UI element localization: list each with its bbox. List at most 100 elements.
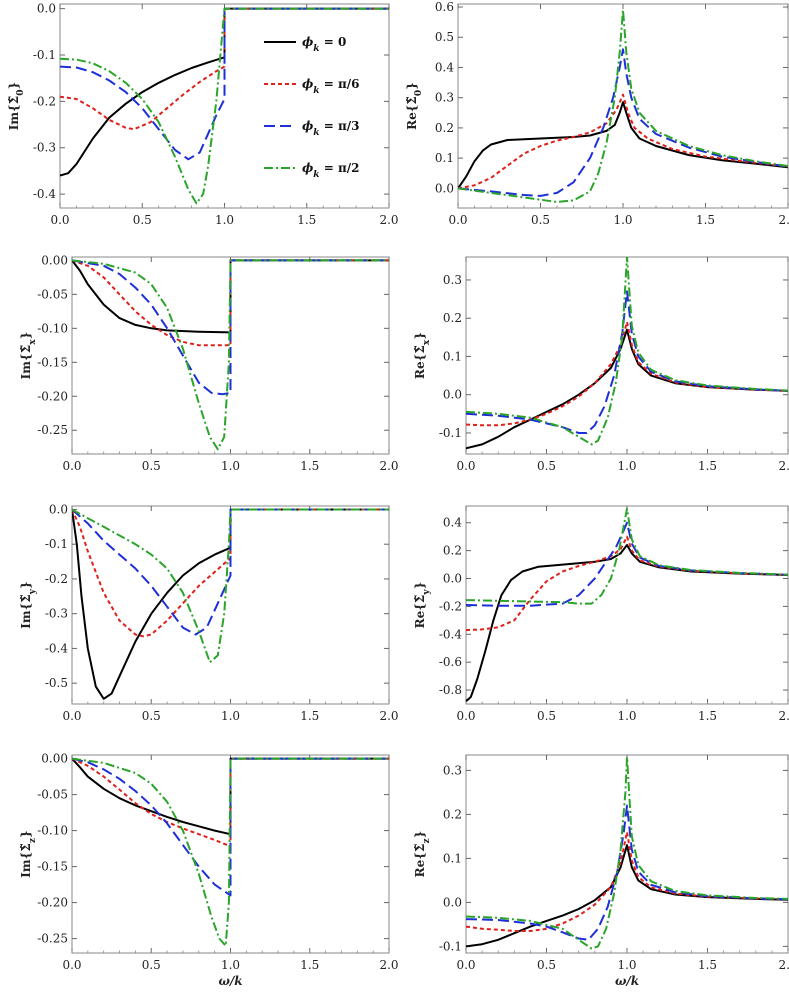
- y-axis-label: Im{Σ̃0}: [7, 82, 26, 131]
- series-line-1: [466, 831, 788, 932]
- series-line-0: [458, 101, 788, 189]
- x-tick-label: 1.5: [300, 459, 319, 473]
- series-line-0: [466, 844, 788, 948]
- y-tick-label: 0.3: [443, 763, 462, 777]
- series-line-1: [466, 535, 788, 632]
- y-tick-label: -0.25: [37, 423, 68, 437]
- series-line-0: [72, 508, 389, 700]
- y-tick-label: -0.4: [439, 627, 463, 641]
- panel-im-sigmaz: 0.0 0.5 1.0 1.5 2.0 0.00 -0.05 -0.10 -0.15 -0.20 -…: [19, 752, 399, 972]
- y-tick-label: 0.1: [443, 851, 462, 865]
- y-tick-label: -0.5: [45, 676, 68, 690]
- y-tick-label: 0.2: [443, 807, 462, 821]
- x-tick-label: 1.0: [617, 459, 636, 473]
- legend-label-0: ϕk = 0: [302, 35, 346, 54]
- series-line-3: [72, 508, 389, 664]
- y-tick-label: 0.0: [443, 895, 462, 909]
- y-axis-label: Re{Σ̃0}: [405, 82, 424, 130]
- legend-label-3: ϕk = π/2: [302, 161, 359, 180]
- panel-re-sigmaz: 0.0 0.5 1.0 1.5 2.0 0.3 0.2 0.1 0.0 -0.1 Re{Σ̃z}: [413, 754, 789, 972]
- x-tick-label: 2.0: [778, 213, 789, 227]
- x-tick-label: 0.0: [62, 958, 81, 972]
- plot-frame: [457, 3, 789, 209]
- x-tick-label: 1.5: [698, 958, 717, 972]
- plot-frame: [465, 754, 789, 954]
- y-axis-label: Re{Σ̃x}: [413, 332, 432, 379]
- y-tick-label: -0.1: [439, 426, 462, 440]
- y-tick-label: -0.4: [45, 641, 69, 655]
- series-line-2: [466, 290, 788, 434]
- y-tick-label: 0.3: [443, 273, 462, 287]
- series-line-1: [72, 259, 389, 347]
- series-line-2: [458, 48, 788, 197]
- panel-im-sigmax: 0.0 0.5 1.0 1.5 2.0 0.00 -0.05 -0.10 -0.15 -0.20 -…: [19, 253, 399, 473]
- y-axis-label: Re{Σ̃z}: [413, 831, 432, 878]
- y-axis-label: Re{Σ̃y}: [413, 582, 432, 629]
- series-line-1: [466, 321, 788, 427]
- series-line-2: [466, 521, 788, 607]
- x-tick-label: 0.5: [142, 709, 161, 723]
- x-tick-label: 2.0: [379, 213, 398, 227]
- x-tick-label: 1.0: [221, 459, 240, 473]
- y-tick-label: 0.0: [49, 502, 68, 516]
- series-line-3: [466, 507, 788, 605]
- series-line-2: [72, 508, 389, 636]
- x-tick-label: 2.0: [379, 709, 398, 723]
- panel-re-sigma0: 0.0 0.5 1.0 1.5 2.0 0.0 0.1 0.2 0.3 0.4 0.5 0.6 Re{Σ…: [405, 0, 789, 227]
- x-tick-label: 2.0: [778, 709, 789, 723]
- y-tick-label: 0.0: [443, 388, 462, 402]
- y-tick-label: 0.5: [435, 30, 454, 44]
- y-tick-label: 0.0: [443, 572, 462, 586]
- y-tick-label: -0.20: [37, 389, 68, 403]
- y-tick-label: 0.0: [435, 181, 454, 195]
- panel-im-sigmay: 0.0 0.5 1.0 1.5 2.0 0.0 -0.1 -0.2 -0.3 -0.4 -0.5 Im…: [19, 502, 399, 723]
- y-axis-label: Im{Σ̃x}: [19, 332, 38, 380]
- series-line-2: [466, 804, 788, 941]
- x-tick-label: 0.0: [62, 709, 81, 723]
- x-tick-label: 0.0: [456, 958, 475, 972]
- x-tick-label: 0.5: [537, 958, 556, 972]
- y-tick-label: -0.6: [439, 655, 462, 669]
- x-tick-label: 2.0: [778, 958, 789, 972]
- x-tick-label: 0.5: [531, 213, 550, 227]
- y-tick-label: 0.1: [435, 151, 454, 165]
- y-tick-label: 0.1: [443, 349, 462, 363]
- series-line-2: [60, 7, 389, 161]
- legend: ϕk = 0 ϕk = π/6 ϕk = π/3 ϕk = π/2: [254, 24, 374, 192]
- x-tick-label: 0.0: [456, 459, 475, 473]
- y-tick-label: 0.2: [435, 121, 454, 135]
- legend-box: [254, 24, 374, 192]
- x-tick-label: 2.0: [778, 459, 789, 473]
- y-tick-label: -0.10: [37, 321, 68, 335]
- panel-re-sigmax: 0.0 0.5 1.0 1.5 2.0 0.3 0.2 0.1 0.0 -0.1 Re{Σ̃x}: [413, 256, 789, 473]
- y-tick-label: 0.3: [435, 91, 454, 105]
- y-tick-label: -0.20: [37, 896, 68, 910]
- y-tick-label: -0.15: [37, 860, 68, 874]
- y-tick-label: 0.2: [443, 311, 462, 325]
- y-tick-label: -0.3: [45, 607, 68, 621]
- series-line-2: [72, 757, 389, 897]
- series-line-3: [60, 7, 389, 205]
- x-tick-label: 1.0: [617, 709, 636, 723]
- x-tick-label: 1.0: [221, 709, 240, 723]
- x-tick-label: 0.5: [142, 459, 161, 473]
- plot-frame: [465, 256, 789, 455]
- y-tick-label: -0.15: [37, 355, 68, 369]
- x-tick-label: 1.0: [221, 958, 240, 972]
- y-tick-label: -0.25: [37, 932, 68, 946]
- x-tick-label: 0.0: [456, 709, 475, 723]
- y-tick-label: -0.1: [45, 537, 68, 551]
- x-tick-label: 1.5: [297, 213, 316, 227]
- x-tick-label: 1.0: [613, 213, 632, 227]
- series-line-3: [466, 257, 788, 446]
- y-tick-label: -0.2: [33, 94, 56, 108]
- series-line-3: [72, 757, 389, 947]
- x-tick-label: 1.5: [698, 459, 717, 473]
- legend-label-1: ϕk = π/6: [302, 77, 359, 96]
- panel-im-sigma0: 0.0 0.5 1.0 1.5 2.0 0.0 -0.1 -0.2 -0.3 -0.4 Im{Σ̃0…: [7, 2, 399, 227]
- y-tick-label: -0.1: [33, 48, 56, 62]
- y-tick-label: -0.10: [37, 824, 68, 838]
- series-line-3: [466, 756, 788, 950]
- x-tick-label: 0.0: [62, 459, 81, 473]
